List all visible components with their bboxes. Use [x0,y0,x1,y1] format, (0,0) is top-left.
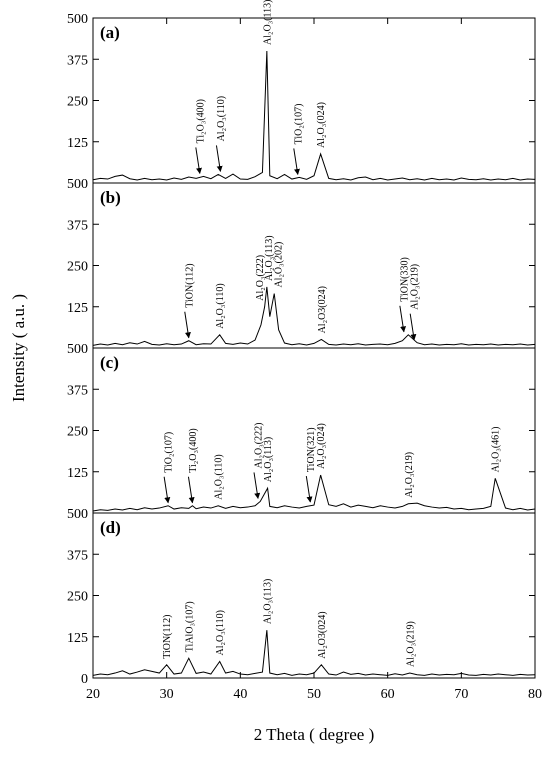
x-tick-label: 20 [86,687,100,702]
annotation: Al₂O₃(110) [216,96,227,141]
y-tick-label: 500 [67,177,88,192]
annotation-arrow [163,476,171,504]
x-tick-label: 30 [160,687,174,702]
y-tick-label: 125 [67,301,88,316]
annotation: TiON(112) [184,263,195,307]
annotation: Al₂O₃(113) [264,235,275,280]
annotation: TiON(330) [399,257,410,302]
annotation: Al₂O₃(110) [215,610,226,655]
panel-label: (c) [100,353,119,372]
x-tick-label: 80 [528,687,542,702]
annotation: Al₂O₃(110) [215,283,226,328]
annotation: Al₂O₃(219) [410,264,421,310]
annotation: Al₂O₃(113) [263,437,274,482]
xrd-line [92,286,536,346]
annotation: TiO₂(107) [164,432,175,473]
y-tick-label: 250 [67,260,88,275]
y-tick-label: 375 [67,218,88,233]
panel-frame [92,182,536,349]
annotation-arrow [187,476,195,504]
y-tick-label: 375 [67,548,88,563]
annotation: TiON(112) [162,615,173,659]
xrd-line [92,474,536,512]
annotation-arrow [409,313,417,341]
y-axis-title: Intensity ( a.u. ) [9,294,28,402]
annotation: Al₂O3(024) [317,286,328,333]
xrd-line [92,50,536,181]
annotation-arrow [215,145,223,173]
x-tick-label: 50 [307,687,321,702]
annotation: Al₂O₃(222) [255,255,266,301]
y-tick-label: 125 [67,631,88,646]
y-tick-label: 250 [67,95,88,110]
annotation-arrow [293,148,300,175]
annotation-arrow [253,472,261,500]
x-axis-title: 2 Theta ( degree ) [254,725,375,744]
panel-label: (a) [100,23,120,42]
y-tick-label: 500 [67,342,88,357]
panel-frame [92,512,536,679]
x-tick-label: 40 [233,687,247,702]
annotation-arrow [399,305,407,333]
annotation: Ti₂O₃(400) [195,99,206,143]
panel-frame [92,17,536,184]
annotation: Al₂O₃(219) [405,621,416,667]
annotation: Al₂O₃(202) [273,242,284,288]
annotation-arrow [195,147,202,174]
annotation-arrow [184,311,191,339]
y-tick-label: 0 [81,672,88,687]
annotation: Al₂O₃(219) [404,452,415,498]
annotation: Al₂O₃(024) [316,102,327,148]
annotation: TiON(321) [306,427,317,472]
annotation: Al₂O₃(113) [262,579,273,624]
annotation: Ti₂O₃(400) [188,428,199,472]
y-tick-label: 500 [67,507,88,522]
y-tick-label: 250 [67,590,88,605]
annotation: Al₂O3(024) [317,611,328,658]
y-tick-label: 375 [67,383,88,398]
y-tick-label: 125 [67,136,88,151]
annotation: TiO₂(107) [293,103,304,144]
y-tick-label: 375 [67,53,88,68]
xrd-line [92,630,536,676]
annotation: Al₂O₃(113) [262,0,273,45]
panel-label: (b) [100,188,121,207]
annotation: TiAlO₃(107) [184,601,195,652]
annotation-arrow [305,476,313,503]
x-tick-label: 70 [454,687,468,702]
annotation: Al₂O₃(024) [316,423,327,469]
y-tick-label: 500 [67,12,88,27]
y-tick-label: 250 [67,425,88,440]
annotation: Al₂O₃(461) [491,426,502,472]
panel-label: (d) [100,518,121,537]
y-tick-label: 125 [67,466,88,481]
annotation: Al₂O₃(222) [254,423,265,469]
annotation: Al₂O₃(110) [214,454,225,499]
x-tick-label: 60 [381,687,395,702]
